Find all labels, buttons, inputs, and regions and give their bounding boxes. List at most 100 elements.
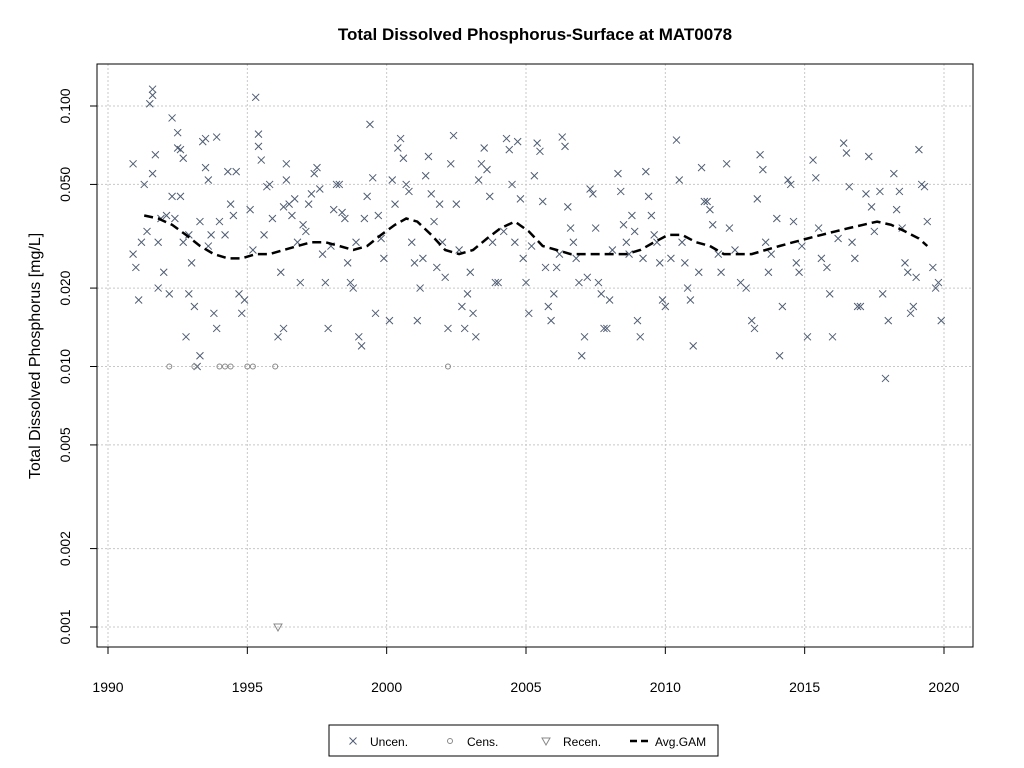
x-stroke [134,296,143,304]
censored-point [222,363,229,370]
x-stroke [505,145,514,154]
x-stroke [145,99,154,108]
x-stroke [154,284,163,292]
uncensored-point [510,238,519,247]
uncensored-point [207,231,215,239]
legend-label: Uncen. [370,735,408,749]
uncensored-point [672,136,681,144]
x-stroke [778,302,787,311]
uncensored-point [494,278,502,287]
x-stroke [923,217,932,226]
uncensored-point [533,139,542,148]
uncensored-point [190,302,199,311]
uncensored-point [201,134,210,143]
x-stroke [550,290,558,298]
x-stroke [368,173,377,182]
uncensored-point [399,154,408,163]
x-stroke [201,134,210,143]
uncensored-point [753,195,762,203]
x-stroke [636,332,645,341]
uncensored-point [625,250,633,258]
uncensored-point [182,332,190,341]
uncensored-point [761,238,770,247]
x-stroke [694,268,703,277]
x-stroke [276,268,285,277]
x-stroke [689,342,698,350]
uncensored-point [901,258,909,267]
x-stroke [608,246,617,254]
x-stroke [207,231,215,239]
uncensored-point [254,142,263,151]
uncensored-point [134,296,143,304]
uncensored-point [184,231,193,239]
x-stroke [399,154,408,163]
x-stroke [446,159,455,168]
x-stroke [226,200,235,208]
x-tick-label: 1990 [92,679,123,695]
x-stroke [310,169,319,178]
uncensored-point [892,205,901,214]
x-tick-label: 2020 [928,679,959,695]
uncensored-point [458,302,466,311]
legend-box [328,724,719,757]
x-stroke [742,284,751,292]
uncensored-point [920,182,929,191]
x-stroke [502,134,511,143]
uncensored-point [393,144,402,152]
uncensored-point [795,268,803,277]
censored-point [191,363,198,370]
uncensored-point [329,205,338,214]
uncensored-point [416,284,424,292]
x-stroke [458,302,466,311]
uncensored-point [210,309,218,318]
uncensored-point [427,189,436,198]
uncensored-point [686,296,695,304]
x-stroke [483,165,491,174]
uncensored-point [608,246,617,254]
uncensored-point [290,195,299,203]
x-stroke [583,273,592,282]
x-stroke [391,200,399,208]
x-stroke [455,246,463,254]
uncensored-point [742,284,751,292]
uncensored-point [798,242,806,250]
x-stroke [508,180,516,189]
uncensored-point [265,180,274,189]
uncensored-point [324,324,333,333]
x-stroke [260,231,268,239]
uncensored-point [251,93,260,102]
uncensored-point [212,133,221,141]
x-stroke [561,142,569,151]
uncensored-point [488,238,497,247]
x-stroke [934,278,943,287]
x-stroke [569,238,578,247]
uncensored-point [636,332,645,341]
uncensored-point [683,284,692,292]
x-stroke [731,246,739,254]
x-stroke [536,147,544,156]
uncensored-point [154,238,163,247]
uncensored-point [145,99,154,108]
x-stroke [441,273,450,282]
uncensored-point [132,263,140,272]
x-stroke [296,278,305,287]
uncensored-point [569,238,578,247]
uncensored-point [402,180,411,189]
x-stroke [290,195,299,203]
x-stroke [137,238,146,247]
uncensored-point [196,351,204,360]
uncensored-point [538,197,547,206]
x-stroke [494,278,502,287]
uncensored-point [937,316,946,325]
x-stroke [249,246,257,254]
x-stroke [212,324,221,333]
x-stroke [524,309,533,318]
uncensored-point [235,290,243,298]
uncensored-point [260,231,268,239]
uncensored-point [928,263,937,272]
uncensored-point [254,130,263,138]
chart-title: Total Dissolved Phosphorus-Surface at MA… [338,25,732,44]
x-stroke [184,290,193,298]
x-stroke [221,231,229,239]
x-stroke [374,211,383,220]
